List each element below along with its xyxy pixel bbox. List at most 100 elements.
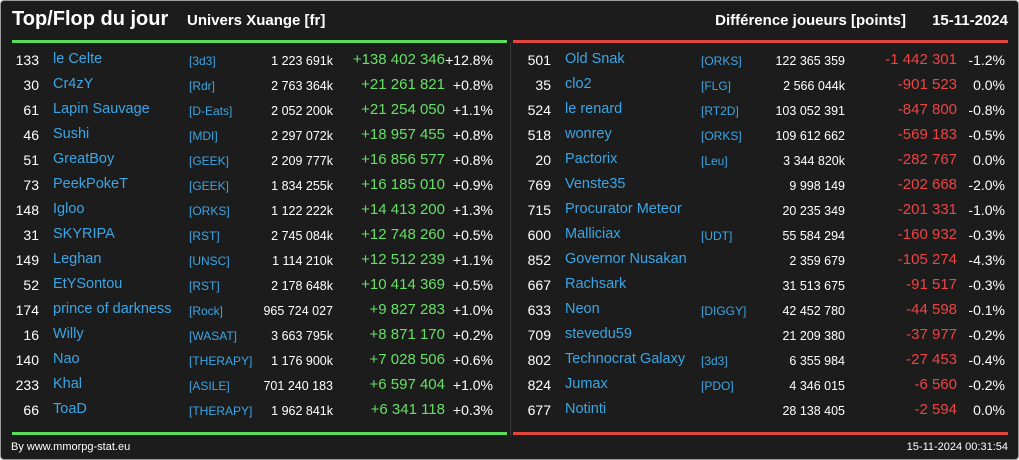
alliance-tag-link[interactable]: [THERAPY] [189,404,253,418]
points-difference: -1 442 301 [885,51,957,68]
alliance-tag-link[interactable]: [GEEK] [189,154,230,168]
alliance-tag-link[interactable]: [GEEK] [189,179,230,193]
alliance-tag-link[interactable]: [UDT] [701,229,733,243]
percent-change: -0.8% [968,102,1005,118]
alliance-tag-link[interactable]: [3d3] [701,354,728,368]
player-points: 2 745 084k [271,229,333,243]
player-rank: 52 [23,277,39,293]
alliance-tag-link[interactable]: [Leu] [701,154,728,168]
percent-change: -4.3% [968,252,1005,268]
alliance-tag-link[interactable]: [WASAT] [189,329,237,343]
player-points: 1 122 222k [271,204,333,218]
player-points: 9 998 149 [789,179,845,193]
player-points: 28 138 405 [782,404,845,418]
percent-change: -0.2% [968,377,1005,393]
player-name-link[interactable]: GreatBoy [53,151,115,167]
percent-change: -0.2% [968,327,1005,343]
credit-link[interactable]: By www.mmorpg-stat.eu [11,441,131,453]
alliance-tag-link[interactable]: [ORKS] [189,204,230,218]
flop-row: 802 Technocrat Galaxy [3d3] 6 355 984 -27 45… [513,348,1013,373]
points-difference: +16 856 577 [361,151,445,168]
player-name-link[interactable]: PeekPokeT [53,176,128,192]
player-name-link[interactable]: le renard [565,101,623,117]
player-name-link[interactable]: Venste35 [565,176,626,192]
player-name-link[interactable]: Khal [53,376,83,392]
alliance-tag-link[interactable]: [DIGGY] [701,304,747,318]
top-gainers-list: 133 le Celte [3d3] 1 223 691k +138 402 346 +1… [1,48,501,423]
player-name-link[interactable]: Jumax [565,376,608,392]
alliance-tag-link[interactable]: [ORKS] [701,129,742,143]
player-name-link[interactable]: Nao [53,351,80,367]
player-points: 1 176 900k [271,354,333,368]
player-rank: 16 [23,327,39,343]
date-label: 15-11-2024 [932,12,1008,29]
player-name-link[interactable]: Lapin Sauvage [53,101,150,117]
player-name-link[interactable]: Notinti [565,401,607,417]
alliance-tag-link[interactable]: [ORKS] [701,54,742,68]
alliance-tag-link[interactable]: [D-Eats] [189,104,233,118]
points-difference: -282 767 [897,151,957,168]
alliance-tag-link[interactable]: [3d3] [189,54,216,68]
percent-change: +0.8% [452,152,493,168]
player-name-link[interactable]: Leghan [53,251,102,267]
player-name-link[interactable]: ToaD [53,401,87,417]
percent-change: -1.2% [968,52,1005,68]
alliance-tag-link[interactable]: [ASILE] [189,379,230,393]
percent-change: 0.0% [973,402,1005,418]
player-name-link[interactable]: Willy [53,326,84,342]
player-name-link[interactable]: Rachsark [565,276,627,292]
player-name-link[interactable]: Neon [565,301,600,317]
player-rank: 66 [23,402,39,418]
alliance-tag-link[interactable]: [RT2D] [701,104,739,118]
alliance-tag-link[interactable]: [Rock] [189,304,224,318]
points-difference: -569 183 [897,126,957,143]
alliance-tag-link[interactable]: [FLG] [701,79,732,93]
player-name-link[interactable]: Malliciax [565,226,621,242]
player-name-link[interactable]: clo2 [565,76,592,92]
player-name-link[interactable]: Pactorix [565,151,618,167]
flop-row: 769 Venste35 9 998 149 -202 668 -2.0% [513,173,1013,198]
player-name-link[interactable]: stevedu59 [565,326,632,342]
player-name-link[interactable]: SKYRIPA [53,226,115,242]
alliance-tag-link[interactable]: [PDO] [701,379,734,393]
top-row: 52 EtYSontou [RST] 2 178 648k +10 414 369 +0.… [1,273,501,298]
player-points: 3 663 795k [271,329,333,343]
player-rank: 31 [23,227,39,243]
points-difference: -201 331 [897,201,957,218]
player-name-link[interactable]: Procurator Meteor [565,201,682,217]
player-name-link[interactable]: EtYSontou [53,276,123,292]
player-points: 1 114 210k [272,254,333,268]
alliance-tag-link[interactable]: [RST] [189,279,220,293]
flop-row: 709 stevedu59 21 209 380 -37 977 -0.2% [513,323,1013,348]
player-name-link[interactable]: le Celte [53,51,103,67]
alliance-tag-link[interactable]: [THERAPY] [189,354,253,368]
alliance-tag-link[interactable]: [Rdr] [189,79,216,93]
player-name-link[interactable]: Sushi [53,126,90,142]
player-name-link[interactable]: Governor Nusakan [565,251,687,267]
player-name-link[interactable]: wonrey [565,126,612,142]
player-points: 701 240 183 [263,379,333,393]
player-rank: 73 [23,177,39,193]
player-rank: 709 [527,327,551,343]
player-points: 21 209 380 [782,329,845,343]
alliance-tag-link[interactable]: [MDI] [189,129,218,143]
player-name-link[interactable]: Igloo [53,201,85,217]
player-rank: 133 [15,52,39,68]
points-difference: +14 413 200 [361,201,445,218]
player-name-link[interactable]: Technocrat Galaxy [565,351,686,367]
percent-change: +0.6% [452,352,493,368]
top-row: 73 PeekPokeT [GEEK] 1 834 255k +16 185 010 +0… [1,173,501,198]
player-name-link[interactable]: Cr4zY [53,76,94,92]
player-points: 1 834 255k [271,179,333,193]
percent-change: +1.1% [452,252,493,268]
points-difference: +6 597 404 [369,376,446,393]
player-name-link[interactable]: prince of darkness [53,301,172,317]
top-row: 31 SKYRIPA [RST] 2 745 084k +12 748 260 +0.5% [1,223,501,248]
alliance-tag-link[interactable]: [RST] [189,229,220,243]
top-row: 174 prince of darkness [Rock] 965 724 027 +9… [1,298,501,323]
points-difference: -901 523 [897,76,957,93]
percent-change: +0.2% [452,327,493,343]
alliance-tag-link[interactable]: [UNSC] [189,254,230,268]
player-name-link[interactable]: Old Snak [565,51,625,67]
percent-change: +0.3% [452,402,493,418]
